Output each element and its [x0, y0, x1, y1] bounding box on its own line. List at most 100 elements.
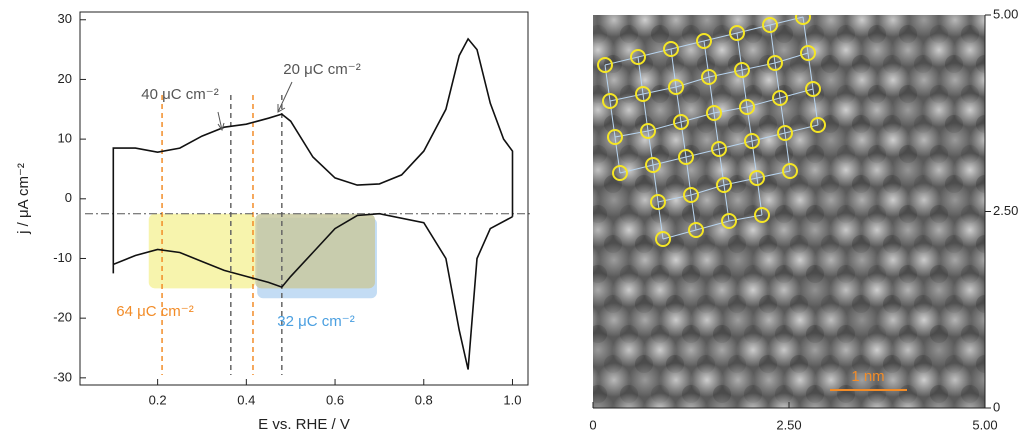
y-tick-label: 20 [58, 71, 72, 86]
stm-blob [705, 273, 739, 307]
stm-blob [969, 243, 985, 277]
lattice-atom [800, 45, 816, 61]
lattice-line [708, 69, 743, 78]
stm-dark [1007, 295, 1025, 313]
stm-blob [922, 273, 956, 307]
stm-blob [659, 303, 693, 337]
stm-blob [984, 224, 985, 236]
stm-blob [938, 303, 972, 337]
lattice-atom [805, 81, 821, 97]
stm-blob [907, 363, 941, 397]
stm-blob [829, 273, 863, 307]
stm-blob [953, 93, 985, 127]
stm-blob [628, 63, 662, 97]
stm-blob [767, 273, 801, 307]
lattice-atom [754, 207, 770, 223]
y-tick-label: 0 [993, 399, 1000, 414]
x-tick-label: 2.50 [776, 417, 801, 432]
lattice-line [703, 32, 738, 42]
stm-blob [593, 393, 615, 408]
lattice-atom [701, 69, 717, 85]
lattice-atom [749, 170, 765, 186]
stm-blob [829, 393, 863, 408]
stm-dark [1007, 55, 1025, 73]
stm-blob [643, 333, 677, 367]
stm-blob [938, 123, 972, 157]
x-tick-label: 0.8 [415, 392, 433, 407]
stm-blob [922, 333, 956, 367]
stm-blob [593, 273, 615, 307]
stm-blob [721, 303, 755, 337]
stm-blob [814, 243, 848, 277]
stm-blob [690, 303, 724, 337]
y-tick-label: 0 [65, 190, 72, 205]
lattice-line [657, 194, 692, 203]
stm-blob [969, 15, 985, 37]
lattice-line [779, 97, 786, 134]
stm-blob [783, 363, 817, 397]
stm-blob [643, 93, 677, 127]
stm-blob [705, 333, 739, 367]
stm-blob [860, 153, 894, 187]
stm-blob [674, 213, 708, 247]
stm-blob [783, 243, 817, 277]
stm-dark [992, 325, 1010, 343]
lattice-line [751, 132, 786, 142]
stm-blob [597, 123, 631, 157]
lattice-atom [673, 114, 689, 130]
stm-blob [752, 243, 786, 277]
lattice-line [746, 106, 753, 142]
stm-blob [721, 363, 755, 397]
stm-blob [752, 303, 786, 337]
stm-blob [845, 15, 879, 37]
stm-blob [593, 366, 600, 394]
stm-blob [628, 123, 662, 157]
lattice-line [690, 194, 697, 231]
lattice-atom [668, 79, 684, 95]
cv-curve [112, 37, 514, 265]
stm-blob [736, 393, 770, 408]
stm-blob [860, 33, 894, 67]
stm-dark [728, 415, 746, 433]
lattice-atom [597, 57, 613, 73]
lattice-atom [683, 187, 699, 203]
stm-dark [992, 25, 1010, 43]
lattice-atom [810, 117, 826, 133]
y-tick-label: 10 [58, 131, 72, 146]
stm-blob [984, 344, 985, 356]
stm-blob [922, 213, 956, 247]
lattice-line [690, 184, 725, 196]
lattice-line [779, 88, 814, 99]
stm-blob [798, 273, 832, 307]
stm-blob [907, 63, 941, 97]
lattice-atom [640, 123, 656, 139]
stm-blob [907, 243, 941, 277]
stm-blob [798, 93, 832, 127]
x-tick-label: 5.00 [972, 417, 997, 432]
lattice-line [774, 62, 781, 99]
stm-dark [883, 415, 901, 433]
stm-blob [969, 183, 985, 217]
stm-blob [860, 393, 894, 408]
lattice-atom [663, 41, 679, 57]
lattice-atom [767, 55, 783, 71]
stm-blob [845, 183, 879, 217]
lattice-atom [635, 86, 651, 102]
lattice-atom [706, 105, 722, 121]
stm-blob [752, 15, 786, 37]
stm-blob [953, 333, 985, 367]
x-tick-label: 0.2 [149, 392, 167, 407]
y-tick-label: -10 [53, 250, 72, 265]
stm-blob [829, 33, 863, 67]
stm-blob [628, 243, 662, 277]
stm-dark [914, 415, 932, 433]
stm-blob [593, 246, 600, 274]
x-tick-label: 1.0 [503, 392, 521, 407]
stm-blob [612, 153, 646, 187]
lattice-line [736, 24, 771, 34]
stm-blob [612, 273, 646, 307]
stm-blob [736, 33, 770, 67]
stm-blob [593, 306, 600, 334]
stm-dark [1007, 235, 1025, 253]
stm-blob [845, 123, 879, 157]
